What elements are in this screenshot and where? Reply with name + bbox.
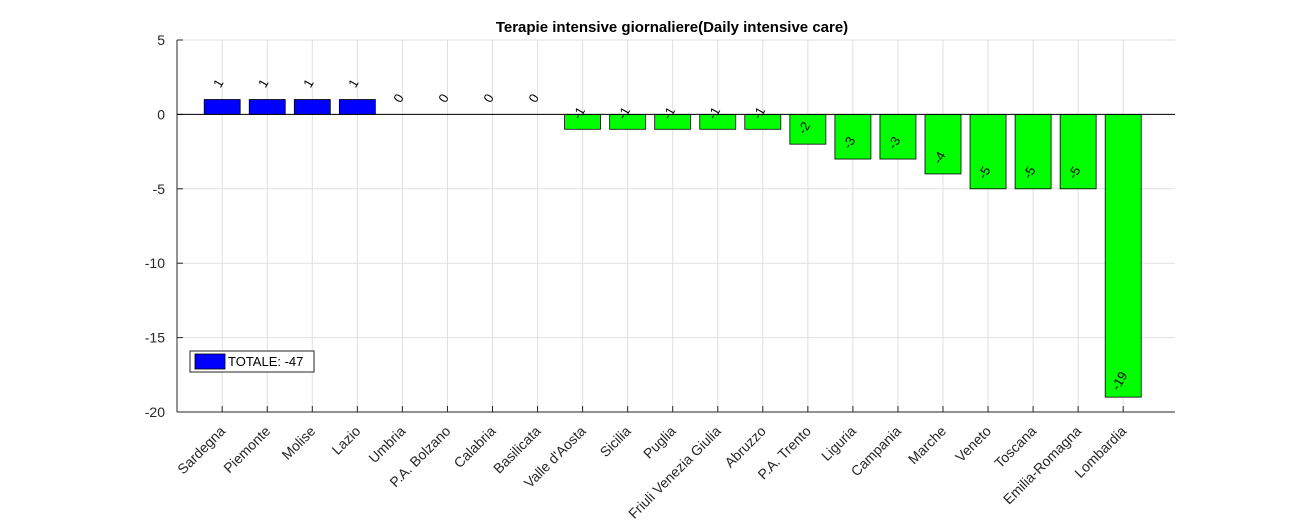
- bar: [1014, 114, 1052, 190]
- bar: [1104, 114, 1142, 398]
- y-tick-label: -15: [145, 330, 165, 346]
- bar: [969, 114, 1007, 190]
- y-tick-labels: 5 0 -5 -10 -15 -20: [145, 32, 165, 420]
- bar: [338, 99, 376, 115]
- bar: [293, 99, 331, 115]
- bar: [248, 99, 286, 115]
- y-tick-label: -20: [145, 404, 165, 420]
- axes: [176, 39, 1175, 413]
- y-tick-label: 5: [157, 32, 165, 48]
- legend-swatch: [194, 353, 226, 370]
- legend-label: TOTALE: -47: [228, 354, 303, 369]
- bar: [924, 114, 962, 175]
- bar: [834, 114, 872, 160]
- bar: [879, 114, 917, 160]
- bar: [203, 99, 241, 115]
- y-tick-label: -10: [145, 255, 165, 271]
- chart-title: Terapie intensive giornaliere(Daily inte…: [496, 19, 848, 36]
- legend: TOTALE: -47: [189, 350, 315, 373]
- plot-area: [177, 40, 1175, 412]
- y-tick-label: -5: [153, 181, 166, 197]
- grid: [177, 39, 1175, 413]
- bar: [1059, 114, 1097, 190]
- bars: [203, 99, 1142, 398]
- bar: [789, 114, 827, 145]
- y-tick-label: 0: [157, 106, 165, 122]
